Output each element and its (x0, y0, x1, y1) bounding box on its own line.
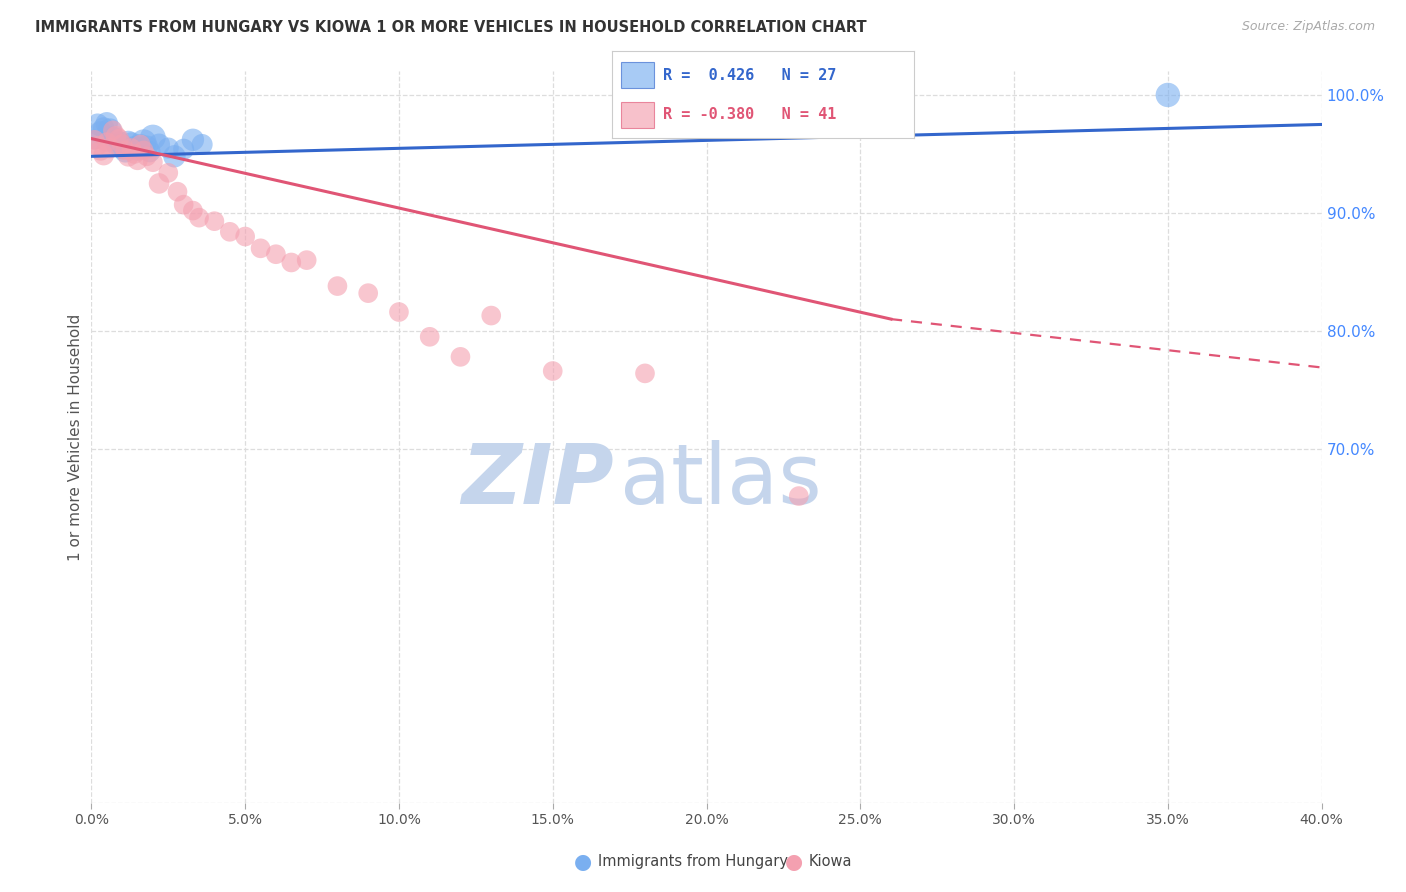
Point (181, 133, 204, 147)
Point (129, 137, 152, 152)
Point (132, 144, 155, 158)
Point (634, 367, 657, 381)
Point (120, 137, 142, 152)
Point (101, 123, 124, 137)
Text: atlas: atlas (620, 441, 823, 522)
Point (157, 166, 180, 180)
Point (218, 225, 240, 239)
Point (173, 197, 195, 211)
Point (132, 135, 155, 149)
Point (111, 137, 134, 152)
Point (1157, 87, 1180, 102)
Text: Immigrants from Hungary: Immigrants from Hungary (598, 855, 787, 869)
Point (326, 279, 349, 293)
Point (90, 126, 112, 140)
Point (191, 137, 214, 152)
Point (202, 214, 225, 228)
Point (98, 123, 121, 137)
Point (124, 147, 146, 161)
Point (114, 145, 136, 159)
Point (181, 203, 204, 218)
Point (83, 133, 105, 147)
Text: R = -0.380   N = 41: R = -0.380 N = 41 (664, 107, 837, 122)
Text: R =  0.426   N = 27: R = 0.426 N = 27 (664, 68, 837, 83)
Point (541, 364, 564, 378)
Text: ZIP: ZIP (461, 441, 614, 522)
Point (479, 309, 502, 323)
Point (108, 135, 131, 149)
Text: ●: ● (786, 852, 803, 871)
Point (142, 130, 165, 145)
Point (163, 149, 186, 163)
Point (86, 138, 108, 153)
Point (142, 155, 165, 169)
Point (249, 241, 271, 255)
Text: IMMIGRANTS FROM HUNGARY VS KIOWA 1 OR MORE VEHICLES IN HOUSEHOLD CORRELATION CHA: IMMIGRANTS FROM HUNGARY VS KIOWA 1 OR MO… (35, 20, 866, 35)
Point (108, 131, 131, 145)
Point (129, 137, 152, 152)
Point (135, 149, 157, 163)
Point (139, 145, 162, 159)
Point (93, 148, 115, 162)
Point (449, 350, 471, 364)
Point (96, 116, 118, 130)
Text: Source: ZipAtlas.com: Source: ZipAtlas.com (1241, 20, 1375, 33)
Point (83, 133, 105, 147)
Point (111, 140, 134, 154)
Point (86, 118, 108, 132)
Bar (620, 102, 654, 128)
Point (120, 141, 142, 155)
Point (188, 211, 211, 225)
Point (233, 229, 256, 244)
Point (135, 140, 157, 154)
Point (117, 149, 139, 163)
Point (173, 142, 195, 156)
Text: ●: ● (575, 852, 592, 871)
Point (295, 253, 318, 268)
Point (101, 130, 124, 145)
Point (117, 135, 139, 149)
Point (93, 120, 115, 135)
Point (148, 177, 170, 191)
Point (96, 135, 118, 149)
Point (357, 286, 380, 301)
Point (280, 255, 302, 269)
Point (105, 137, 127, 152)
Point (157, 141, 180, 155)
Point (166, 185, 188, 199)
Point (148, 137, 170, 152)
Point (127, 142, 149, 156)
Y-axis label: 1 or more Vehicles in Household: 1 or more Vehicles in Household (67, 313, 83, 561)
Point (419, 330, 441, 344)
Point (388, 305, 411, 319)
Point (264, 247, 287, 261)
Bar (620, 62, 654, 88)
Point (105, 129, 127, 144)
Text: Kiowa: Kiowa (808, 855, 852, 869)
Point (90, 144, 112, 158)
Point (114, 144, 136, 158)
Point (124, 140, 146, 154)
Point (127, 153, 149, 167)
Point (98, 141, 121, 155)
Point (787, 489, 810, 503)
